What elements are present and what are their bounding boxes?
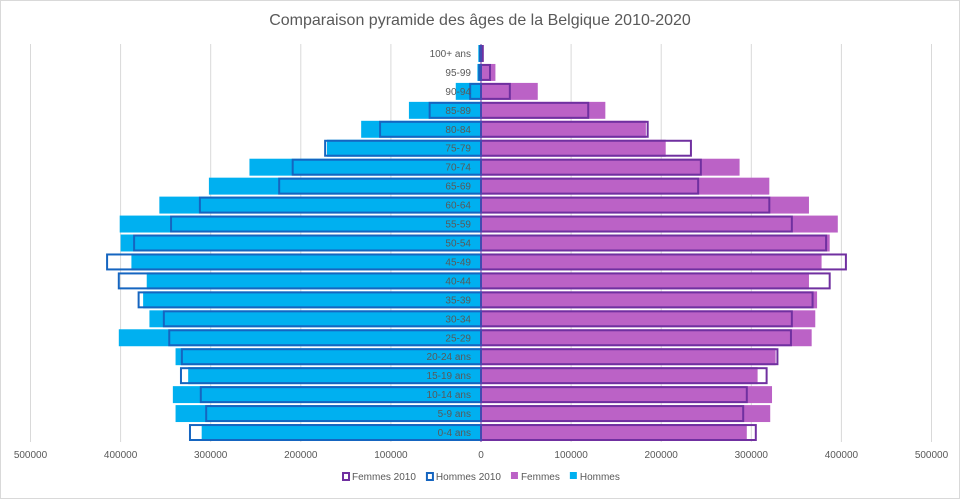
category-label: 0-4 ans (438, 428, 471, 439)
legend-label: Femmes (521, 472, 560, 483)
legend-item: Hommes 2010 (425, 472, 501, 483)
bar-femmes (481, 63, 496, 81)
category-label: 25-29 (445, 333, 471, 344)
bar-femmes (481, 424, 747, 441)
category-label: 40-44 (445, 276, 471, 287)
bar-hommes (119, 215, 481, 233)
legend-swatch (342, 472, 350, 481)
bar-hommes (172, 386, 481, 404)
legend-label: Femmes 2010 (352, 472, 416, 483)
bar-hommes (455, 82, 481, 100)
category-label: 50-54 (445, 239, 471, 250)
x-tick-label: 500000 (14, 450, 48, 461)
bar-femmes (481, 177, 770, 195)
category-label: 45-49 (445, 257, 471, 268)
bar-femmes (481, 120, 646, 138)
bar-femmes (481, 405, 771, 423)
legend-swatch (569, 472, 577, 479)
legend-item: Hommes (569, 472, 620, 483)
x-tick-label: 400000 (825, 450, 859, 461)
bar-femmes (481, 386, 773, 404)
bar-femmes (481, 272, 809, 290)
bar-hommes (149, 310, 481, 328)
bar-hommes (408, 101, 481, 119)
bar-hommes (118, 329, 481, 347)
category-label: 70-74 (445, 163, 471, 174)
bar-femmes (481, 158, 740, 176)
bar-femmes (481, 367, 758, 385)
category-label: 60-64 (445, 201, 471, 212)
bar-femmes (481, 253, 822, 271)
bar-femmes (481, 291, 818, 309)
bar-hommes (175, 348, 481, 366)
chart-title: Comparaison pyramide des âges de la Belg… (269, 12, 691, 29)
x-tick-label: 300000 (194, 450, 228, 461)
category-label: 75-79 (445, 144, 471, 155)
category-label: 90-94 (445, 87, 471, 98)
x-tick-label: 100000 (374, 450, 408, 461)
legend-label: Hommes 2010 (436, 472, 501, 483)
category-label: 10-14 ans (427, 390, 471, 401)
bar-hommes (175, 405, 481, 423)
x-tick-label: 200000 (284, 450, 318, 461)
bar-femmes (481, 196, 809, 214)
category-label: 20-24 ans (427, 352, 471, 363)
bar-hommes (208, 177, 481, 195)
bar-hommes (146, 272, 481, 290)
category-label: 15-19 ans (427, 371, 471, 382)
bar-femmes (481, 329, 812, 347)
category-label: 65-69 (445, 182, 471, 193)
bar-hommes (361, 120, 481, 138)
bar-femmes (481, 310, 816, 328)
bar-femmes (481, 234, 830, 252)
category-label: 30-34 (445, 314, 471, 325)
x-tick-label: 300000 (735, 450, 769, 461)
x-tick-label: 400000 (104, 450, 138, 461)
bar-hommes (188, 367, 482, 385)
category-label: 5-9 ans (438, 409, 471, 420)
x-tick-labels: 500000 400000 300000 200000 100000 0 100000 200… (14, 450, 949, 461)
category-label: 80-84 (445, 125, 471, 136)
legend-label: Hommes (580, 472, 620, 483)
category-label: 95-99 (445, 68, 471, 79)
bar-femmes (481, 101, 606, 119)
category-label: 100+ ans (430, 49, 471, 60)
legend: Femmes 2010 Hommes 2010 Femmes Hommes (342, 472, 620, 483)
bar-hommes (131, 253, 482, 271)
bar-hommes (249, 158, 481, 176)
x-tick-label: 500000 (915, 450, 949, 461)
category-label: 35-39 (445, 295, 471, 306)
x-tick-label: 100000 (554, 450, 588, 461)
bar-femmes (481, 215, 838, 233)
bar-hommes (159, 196, 481, 214)
legend-item: Femmes 2010 (342, 472, 416, 483)
legend-item: Femmes (510, 472, 560, 483)
bar-hommes (143, 291, 481, 309)
x-tick-label: 0 (478, 450, 484, 461)
category-label: 55-59 (445, 220, 471, 231)
legend-swatch (510, 472, 518, 479)
bar-hommes (120, 234, 481, 252)
category-label: 85-89 (445, 106, 471, 117)
x-tick-label: 200000 (645, 450, 679, 461)
bar-hommes (201, 424, 481, 441)
category-labels: 0-4 ans 5-9 ans 10-14 ans 15-19 ans 20-24 an… (427, 49, 472, 439)
bar-femmes (481, 348, 776, 366)
legend-swatch (425, 472, 434, 481)
bar-femmes (481, 139, 666, 157)
filled-bars (118, 45, 838, 441)
bar-hommes (326, 139, 481, 157)
